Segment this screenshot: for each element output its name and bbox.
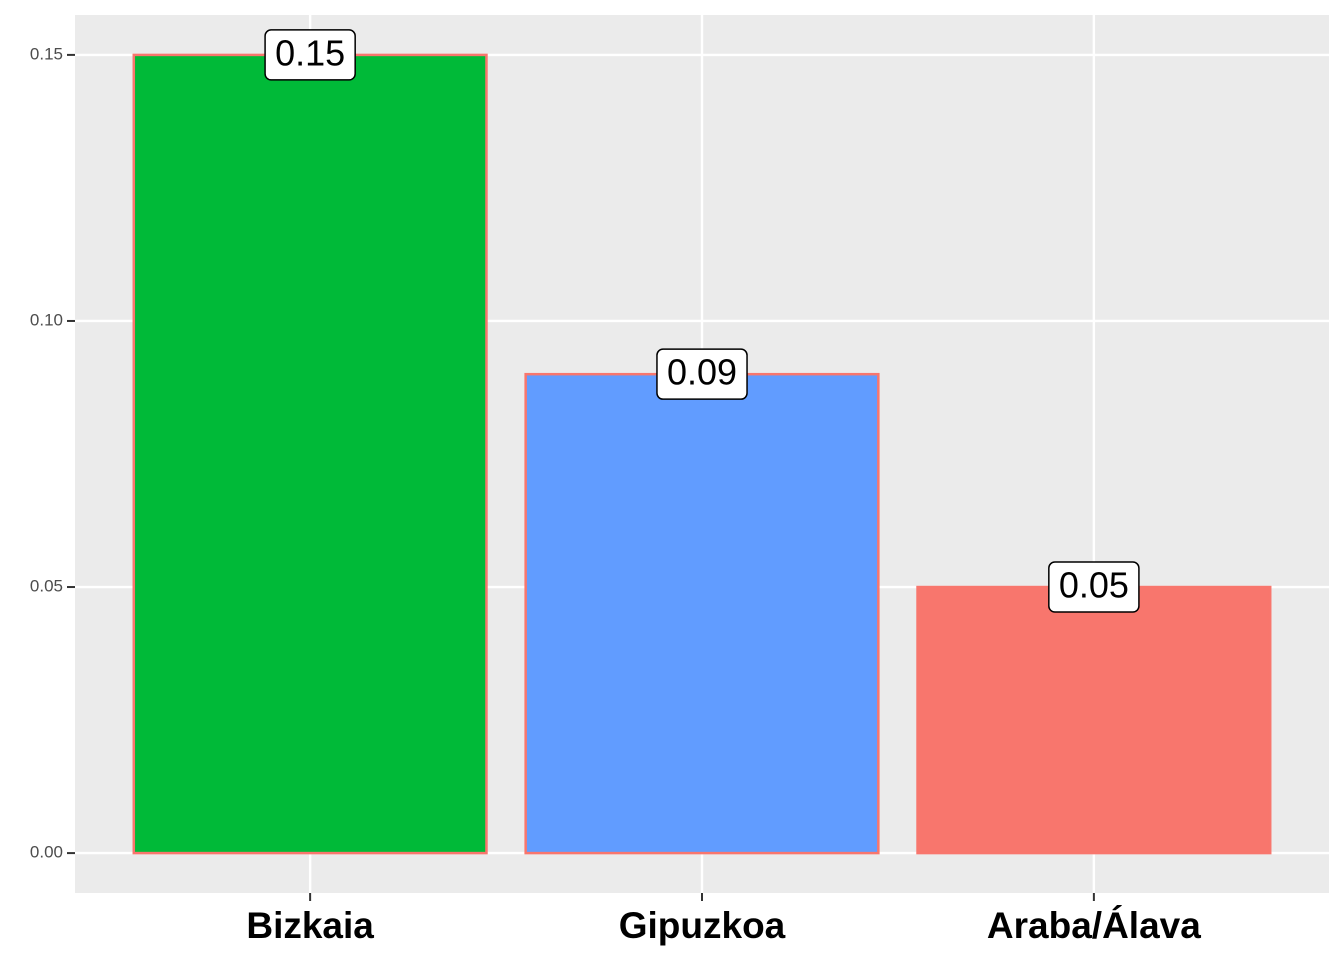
x-tick-label: Araba/Álava — [987, 905, 1201, 946]
y-tick-label: 0.10 — [30, 310, 63, 329]
bar — [916, 585, 1272, 855]
value-label: 0.05 — [1059, 565, 1129, 606]
y-tick-label: 0.15 — [30, 44, 63, 63]
value-label-box — [1048, 561, 1140, 613]
bar — [132, 53, 488, 855]
value-label-box — [264, 29, 356, 81]
x-tick-label: Gipuzkoa — [619, 905, 786, 946]
value-label: 0.15 — [275, 32, 345, 73]
x-tick-label: Bizkaia — [246, 905, 374, 946]
value-label-box — [656, 348, 748, 400]
value-label: 0.09 — [667, 352, 737, 393]
y-tick-label: 0.00 — [30, 843, 63, 862]
bar — [524, 372, 880, 855]
y-tick-label: 0.05 — [30, 577, 63, 596]
